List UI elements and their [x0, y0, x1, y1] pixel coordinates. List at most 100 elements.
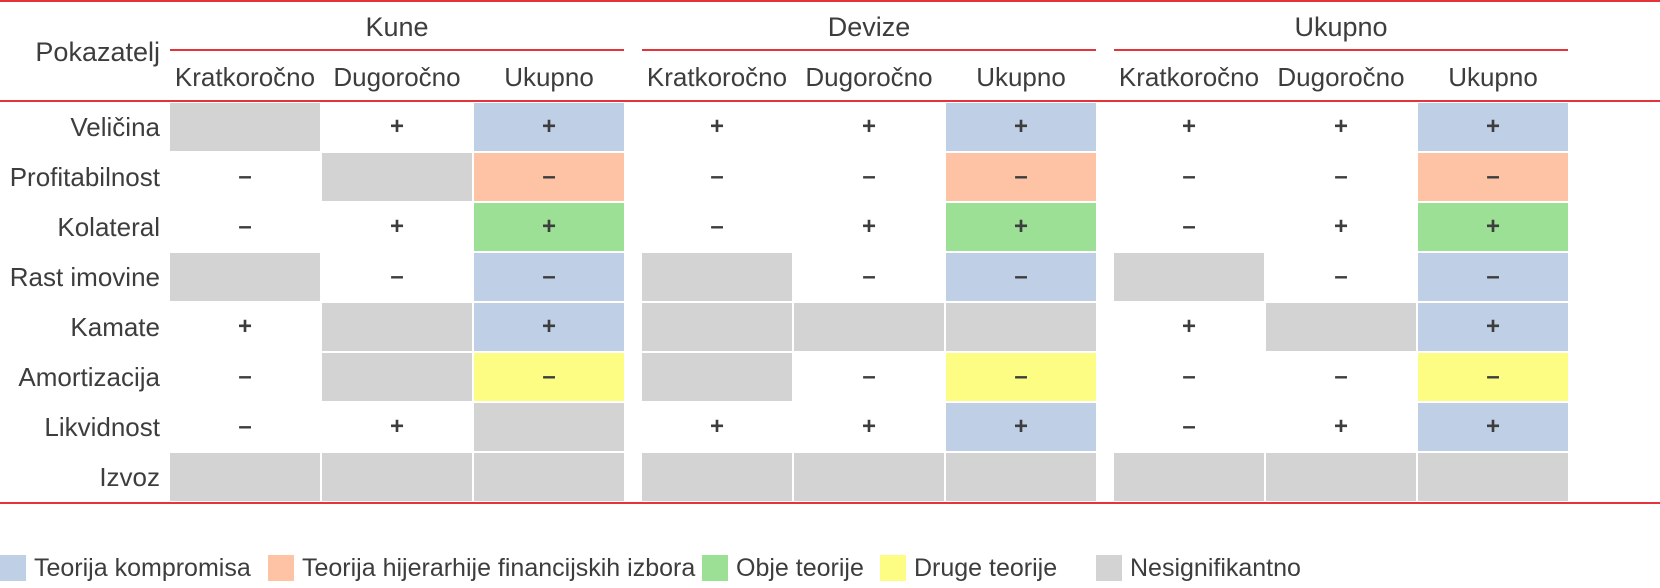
table-cell: – [1334, 363, 1348, 390]
row-label-0: Veličina [70, 112, 160, 142]
table-cell: + [946, 403, 1096, 451]
table-cell: + [1333, 413, 1348, 440]
column-header-2-0: Kratkoročno [1118, 62, 1260, 92]
column-header-2-2: Ukupno [1448, 62, 1538, 92]
column-header-0-0: Kratkoročno [174, 62, 316, 92]
table-cell [1266, 453, 1416, 501]
table-cell [642, 253, 792, 301]
table-cell: – [862, 363, 876, 390]
group-rule-1 [642, 49, 1096, 51]
legend-item-1: Teorija hijerarhije financijskih izbora [268, 553, 695, 583]
table-cell: – [474, 353, 624, 401]
table-cell: – [710, 163, 724, 190]
table-cell: – [946, 153, 1096, 201]
header-rule [0, 100, 1660, 102]
group-header-0: Kune [365, 12, 429, 42]
column-header-0-1: Dugoročno [333, 62, 461, 92]
table-cell: – [238, 213, 252, 240]
table-cell: – [390, 263, 404, 290]
column-header-1-1: Dugoročno [805, 62, 933, 92]
table-cell: + [1333, 113, 1348, 140]
table-cell: – [474, 153, 624, 201]
table-cell: + [861, 413, 876, 440]
table-cell: – [1182, 363, 1196, 390]
table-cell: + [1418, 103, 1568, 151]
group-header-1: Devize [827, 12, 911, 42]
table-cell [1114, 253, 1264, 301]
table-cell [322, 303, 472, 351]
legend-swatch [0, 555, 26, 581]
table-cell: + [389, 113, 404, 140]
table-cell: + [237, 313, 252, 340]
table-cell: + [946, 203, 1096, 251]
table-cell [946, 453, 1096, 501]
table-cell: – [1418, 353, 1568, 401]
group-rule-2 [1114, 49, 1568, 51]
table-cell [794, 453, 944, 501]
legend-swatch [1096, 555, 1122, 581]
table-cell: – [1182, 163, 1196, 190]
legend-label: Druge teorije [914, 553, 1058, 582]
table-cell [642, 353, 792, 401]
table-cell: + [1418, 203, 1568, 251]
table-cell: + [861, 213, 876, 240]
table-cell: – [946, 353, 1096, 401]
legend-label: Teorija kompromisa [34, 553, 251, 582]
table-cell [474, 453, 624, 501]
legend-item-4: Nesignifikantno [1096, 553, 1301, 583]
table-cell: – [1334, 263, 1348, 290]
table-cell: + [474, 303, 624, 351]
table-cell: + [1418, 303, 1568, 351]
table-cell: – [238, 163, 252, 190]
table-cell [322, 353, 472, 401]
table-cell: – [1418, 153, 1568, 201]
table-cell: – [862, 263, 876, 290]
table-cell: – [474, 253, 624, 301]
legend-label: Obje teorije [736, 553, 864, 582]
table-cell [642, 453, 792, 501]
table-cell: + [389, 413, 404, 440]
table-cell [642, 303, 792, 351]
legend-swatch [880, 555, 906, 581]
table-cell: – [1334, 163, 1348, 190]
table-cell: + [1418, 403, 1568, 451]
row-header-label: Pokazatelj [35, 37, 160, 67]
table-cell: – [1182, 413, 1196, 440]
legend-label: Teorija hijerarhije financijskih izbora [302, 553, 696, 582]
table-cell [322, 153, 472, 201]
table-cell [1266, 303, 1416, 351]
legend-swatch [702, 555, 728, 581]
legend-swatch [268, 555, 294, 581]
table-cell: + [709, 413, 724, 440]
table-cell: + [861, 113, 876, 140]
table-cell: + [946, 103, 1096, 151]
legend-item-3: Druge teorije [880, 553, 1057, 583]
table-cell: – [238, 363, 252, 390]
group-header-2: Ukupno [1294, 12, 1388, 42]
table-cell [1114, 453, 1264, 501]
row-label-3: Rast imovine [9, 262, 160, 292]
table-cell: + [1181, 113, 1196, 140]
row-label-6: Likvidnost [44, 412, 160, 442]
column-header-2-1: Dugoročno [1277, 62, 1405, 92]
column-header-1-2: Ukupno [976, 62, 1066, 92]
group-rule-0 [170, 49, 624, 51]
legend-item-2: Obje teorije [702, 553, 864, 583]
legend-item-0: Teorija kompromisa [0, 553, 251, 583]
row-label-7: Izvoz [99, 462, 160, 492]
row-label-4: Kamate [70, 312, 160, 342]
table-cell: – [1418, 253, 1568, 301]
table-cell: – [1182, 213, 1196, 240]
table-cell [946, 303, 1096, 351]
table-cell: – [862, 163, 876, 190]
row-label-2: Kolateral [57, 212, 160, 242]
table-cell [170, 253, 320, 301]
table-cell: – [710, 213, 724, 240]
column-header-0-2: Ukupno [504, 62, 594, 92]
table-cell: + [474, 103, 624, 151]
top-rule [0, 0, 1660, 2]
row-label-5: Amortizacija [18, 362, 160, 392]
table-cell: – [946, 253, 1096, 301]
table-cell [1418, 453, 1568, 501]
table-cell: – [238, 413, 252, 440]
